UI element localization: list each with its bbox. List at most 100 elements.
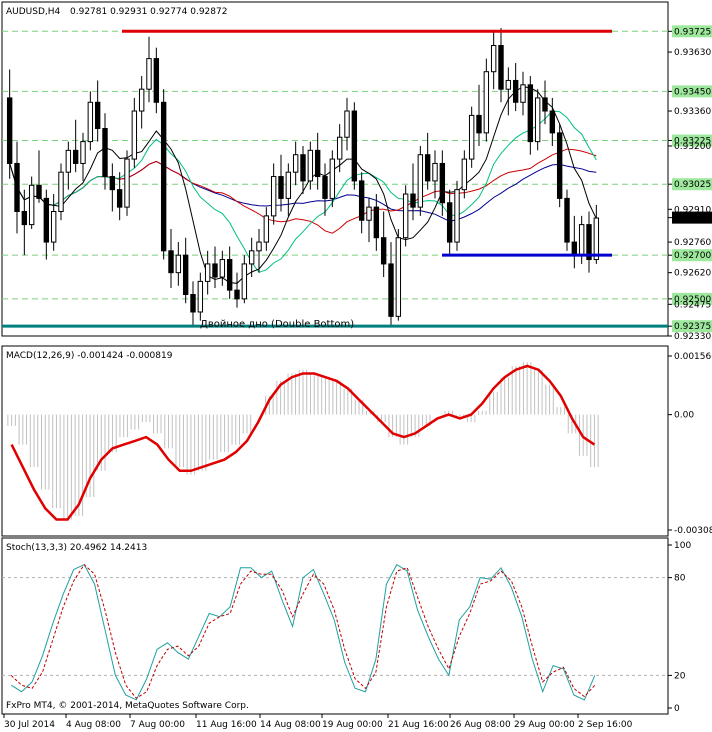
candle (329, 150, 336, 208)
candle-body (505, 79, 512, 90)
candle (373, 194, 380, 251)
candle-body (138, 88, 145, 112)
candle (241, 255, 248, 304)
candle-body (380, 237, 387, 265)
candle-body (278, 176, 284, 199)
candle (461, 150, 468, 199)
candle-body (131, 110, 138, 160)
candle (124, 150, 130, 216)
price-tick-highlight (672, 292, 712, 305)
macd-panel[interactable] (1, 345, 669, 537)
macd-tick-label: 0.001566 (674, 352, 712, 362)
stoch-signal-line (10, 563, 596, 699)
candle-body (578, 224, 585, 256)
candle (219, 250, 226, 286)
price-tick-label: 0.92760 (674, 238, 711, 248)
price-tick-label: 0.93200 (674, 142, 711, 152)
candle-body (417, 154, 424, 208)
candle (212, 246, 218, 288)
x-tick-label: 21 Aug 16:00 (388, 720, 449, 730)
candle (520, 71, 526, 116)
candle (94, 80, 101, 142)
candle (248, 237, 255, 278)
candle (36, 150, 42, 203)
level-lines[interactable] (2, 29, 668, 328)
candle (50, 194, 57, 251)
candle (490, 32, 497, 90)
x-tick-label: 14 Aug 08:00 (260, 720, 321, 730)
candle (366, 198, 372, 243)
candle-body (498, 45, 504, 90)
candle (417, 145, 424, 216)
candle-body (168, 250, 174, 274)
x-tick-label: 26 Aug 08:00 (450, 720, 511, 730)
candle-body (314, 149, 321, 178)
candle (138, 76, 145, 129)
candle (204, 250, 211, 295)
candle-body (520, 84, 526, 103)
candle (439, 150, 446, 216)
candle (226, 246, 233, 299)
price-tick-highlight (672, 178, 712, 191)
x-axis: 30 Jul 2014 4 Aug 08:00 7 Aug 00:00 11 Aug … (3, 714, 633, 730)
candle (285, 163, 292, 216)
candle (424, 132, 431, 190)
candle-body (190, 294, 196, 313)
price-tick-label: 0.92500 (674, 295, 711, 305)
candle (116, 172, 123, 221)
candle-body (124, 158, 130, 208)
candle (402, 185, 409, 247)
candle-body (329, 158, 336, 199)
price-tick-label: 0.92375 (674, 322, 711, 332)
candle-body (366, 206, 372, 221)
candle (190, 281, 196, 326)
candle (197, 272, 204, 321)
candle-body (241, 263, 248, 300)
candle-body (527, 84, 534, 143)
candle-body (14, 162, 20, 213)
candle (498, 28, 504, 103)
candle (351, 102, 358, 190)
candle (263, 207, 270, 251)
price-tick-highlight (672, 25, 712, 38)
candle (549, 97, 556, 146)
candle-body (373, 206, 380, 239)
stoch-tick-label: 20 (674, 671, 686, 681)
price-tick-label: 0.92872 (674, 214, 711, 224)
price-tick-label: 0.93630 (674, 48, 711, 58)
candle (322, 163, 328, 216)
candle-body (212, 263, 218, 278)
candle-body (300, 154, 306, 182)
candle (182, 237, 189, 304)
candle (21, 189, 28, 256)
symbol-label: AUDUSD,H4 (6, 7, 61, 17)
stoch-label: Stoch(13,3,3) 20.4962 14.2413 (6, 543, 147, 553)
candle-body (94, 101, 101, 129)
candle-body (534, 97, 541, 143)
candle (476, 84, 482, 146)
candle-body (248, 250, 255, 265)
stochastic-panel[interactable] (1, 537, 669, 715)
price-tick-label: 0.93725 (674, 27, 711, 37)
candle-body (72, 149, 79, 164)
price-tick-label: 0.93025 (674, 180, 711, 190)
candle-body (182, 254, 189, 295)
candle (160, 89, 167, 260)
candle-body (109, 176, 116, 191)
macd-tick-label: -0.00308 (674, 526, 712, 536)
candle-body (256, 241, 262, 252)
x-tick-label: 29 Aug 00:00 (514, 720, 575, 730)
macd-label: MACD(12,26,9) -0.001424 -0.000819 (6, 351, 173, 361)
candle-body (234, 289, 240, 300)
price-tick-label: 0.92620 (674, 269, 711, 279)
stoch-tick-label: 100 (674, 541, 691, 551)
candle-body (424, 154, 431, 182)
candle-body (564, 197, 570, 243)
candle-body (322, 176, 328, 199)
candle (28, 176, 35, 229)
candle-body (410, 193, 416, 208)
price-tick-label: 0.92330 (674, 332, 711, 342)
candle (336, 124, 343, 173)
candle (344, 97, 350, 151)
